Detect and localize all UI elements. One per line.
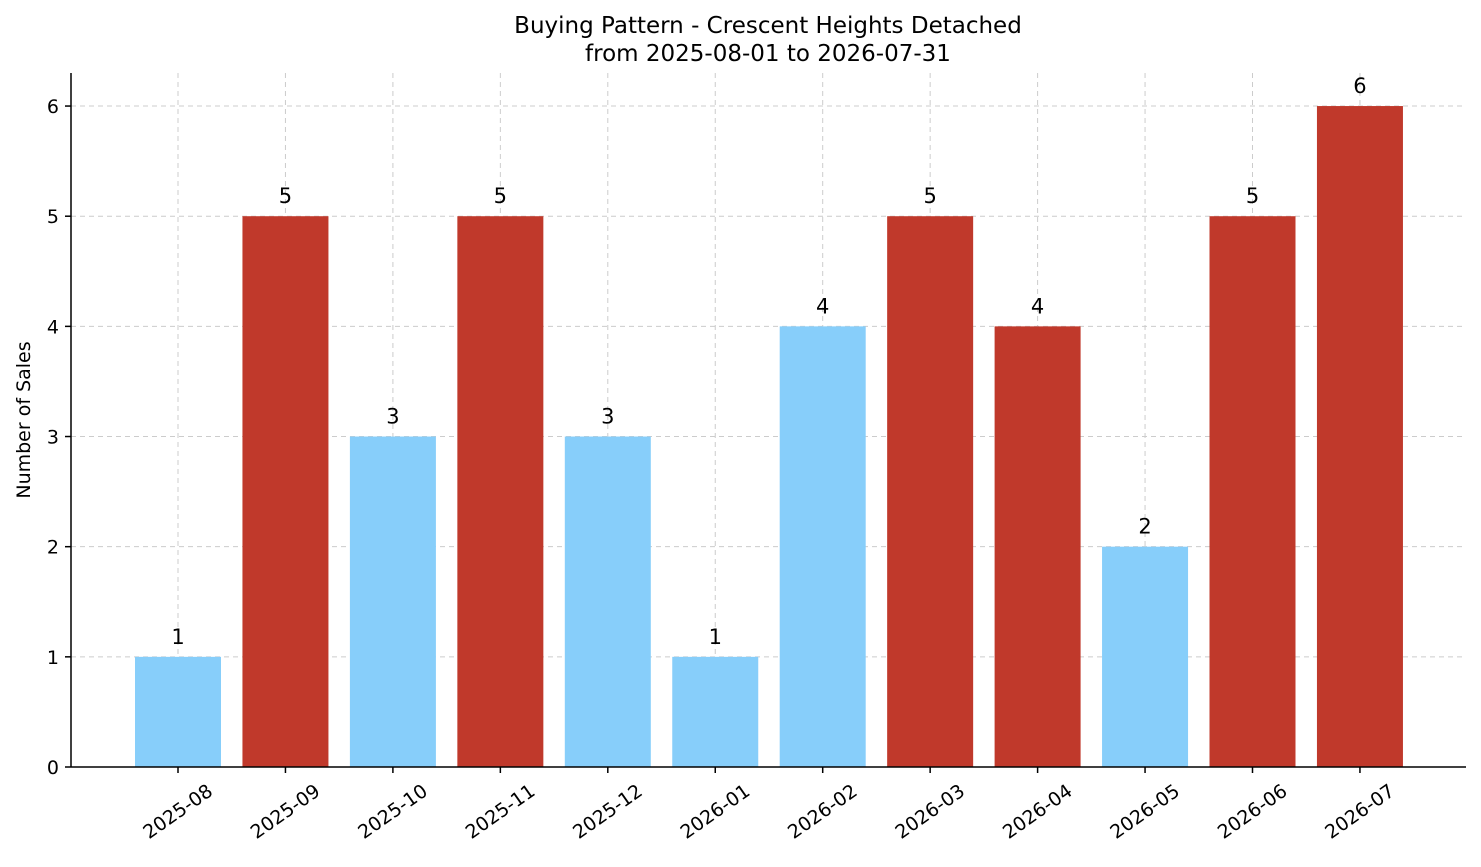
bar-value-label: 4 bbox=[1031, 294, 1044, 318]
x-tick-label: 2025-12 bbox=[569, 780, 647, 844]
y-tick-label: 0 bbox=[47, 757, 59, 779]
bar-value-label: 1 bbox=[171, 625, 184, 649]
bar-2025-09 bbox=[242, 216, 329, 767]
x-tick-label: 2026-03 bbox=[891, 780, 969, 844]
bar-value-label: 3 bbox=[386, 405, 399, 429]
x-tick-label: 2026-05 bbox=[1106, 780, 1184, 844]
bar-value-label: 1 bbox=[709, 625, 722, 649]
x-tick-label: 2025-08 bbox=[139, 780, 217, 844]
bar-value-label: 5 bbox=[279, 184, 292, 208]
x-ticks: 2025-08 2025-09 2025-10 2025-11 2025-12 2026-… bbox=[139, 767, 1399, 844]
bar-2026-01 bbox=[672, 656, 759, 767]
bar-2026-02 bbox=[779, 326, 866, 767]
x-tick-label: 2026-01 bbox=[676, 780, 754, 844]
y-tick-label: 6 bbox=[47, 96, 59, 118]
x-tick-label: 2026-02 bbox=[784, 780, 862, 844]
x-tick-label: 2025-10 bbox=[354, 780, 432, 844]
bar-2025-08 bbox=[135, 656, 221, 767]
x-tick-label: 2026-06 bbox=[1214, 780, 1292, 844]
y-tick-label: 5 bbox=[47, 206, 59, 228]
bar-2026-07 bbox=[1316, 106, 1403, 768]
bar-2025-10 bbox=[349, 436, 436, 767]
bar-value-label: 6 bbox=[1353, 74, 1366, 98]
bar-2026-06 bbox=[1209, 216, 1296, 767]
bar-2025-11 bbox=[457, 216, 544, 767]
chart-subtitle: from 2025-08-01 to 2026-07-31 bbox=[585, 41, 951, 67]
y-tick-label: 3 bbox=[47, 427, 59, 449]
y-tick-label: 2 bbox=[47, 537, 59, 559]
x-tick-label: 2025-09 bbox=[247, 780, 325, 844]
bar-2026-03 bbox=[887, 216, 974, 767]
x-tick-label: 2026-07 bbox=[1321, 780, 1399, 844]
bar-value-label: 2 bbox=[1138, 515, 1151, 539]
bar-value-labels: 1 5 3 5 3 1 4 5 4 2 5 6 bbox=[171, 74, 1366, 649]
bar-value-label: 3 bbox=[601, 405, 614, 429]
y-axis-label: Number of Sales bbox=[13, 341, 35, 498]
y-tick-label: 1 bbox=[47, 647, 59, 669]
chart-title: Buying Pattern - Crescent Heights Detach… bbox=[514, 13, 1022, 39]
x-tick-label: 2025-11 bbox=[462, 780, 540, 844]
x-tick-label: 2026-04 bbox=[999, 780, 1077, 844]
bar-2025-12 bbox=[564, 436, 651, 767]
y-ticks: 0 1 2 3 4 5 6 bbox=[47, 96, 71, 779]
bar-value-label: 5 bbox=[923, 184, 936, 208]
bars bbox=[135, 106, 1403, 768]
axes bbox=[70, 73, 1466, 768]
bar-value-label: 5 bbox=[494, 184, 507, 208]
chart-title-group: Buying Pattern - Crescent Heights Detach… bbox=[514, 13, 1022, 67]
y-tick-label: 4 bbox=[47, 316, 59, 338]
bar-value-label: 5 bbox=[1246, 184, 1259, 208]
bar-value-label: 4 bbox=[816, 294, 829, 318]
bar-2026-05 bbox=[1102, 546, 1189, 767]
bar-2026-04 bbox=[994, 326, 1081, 767]
